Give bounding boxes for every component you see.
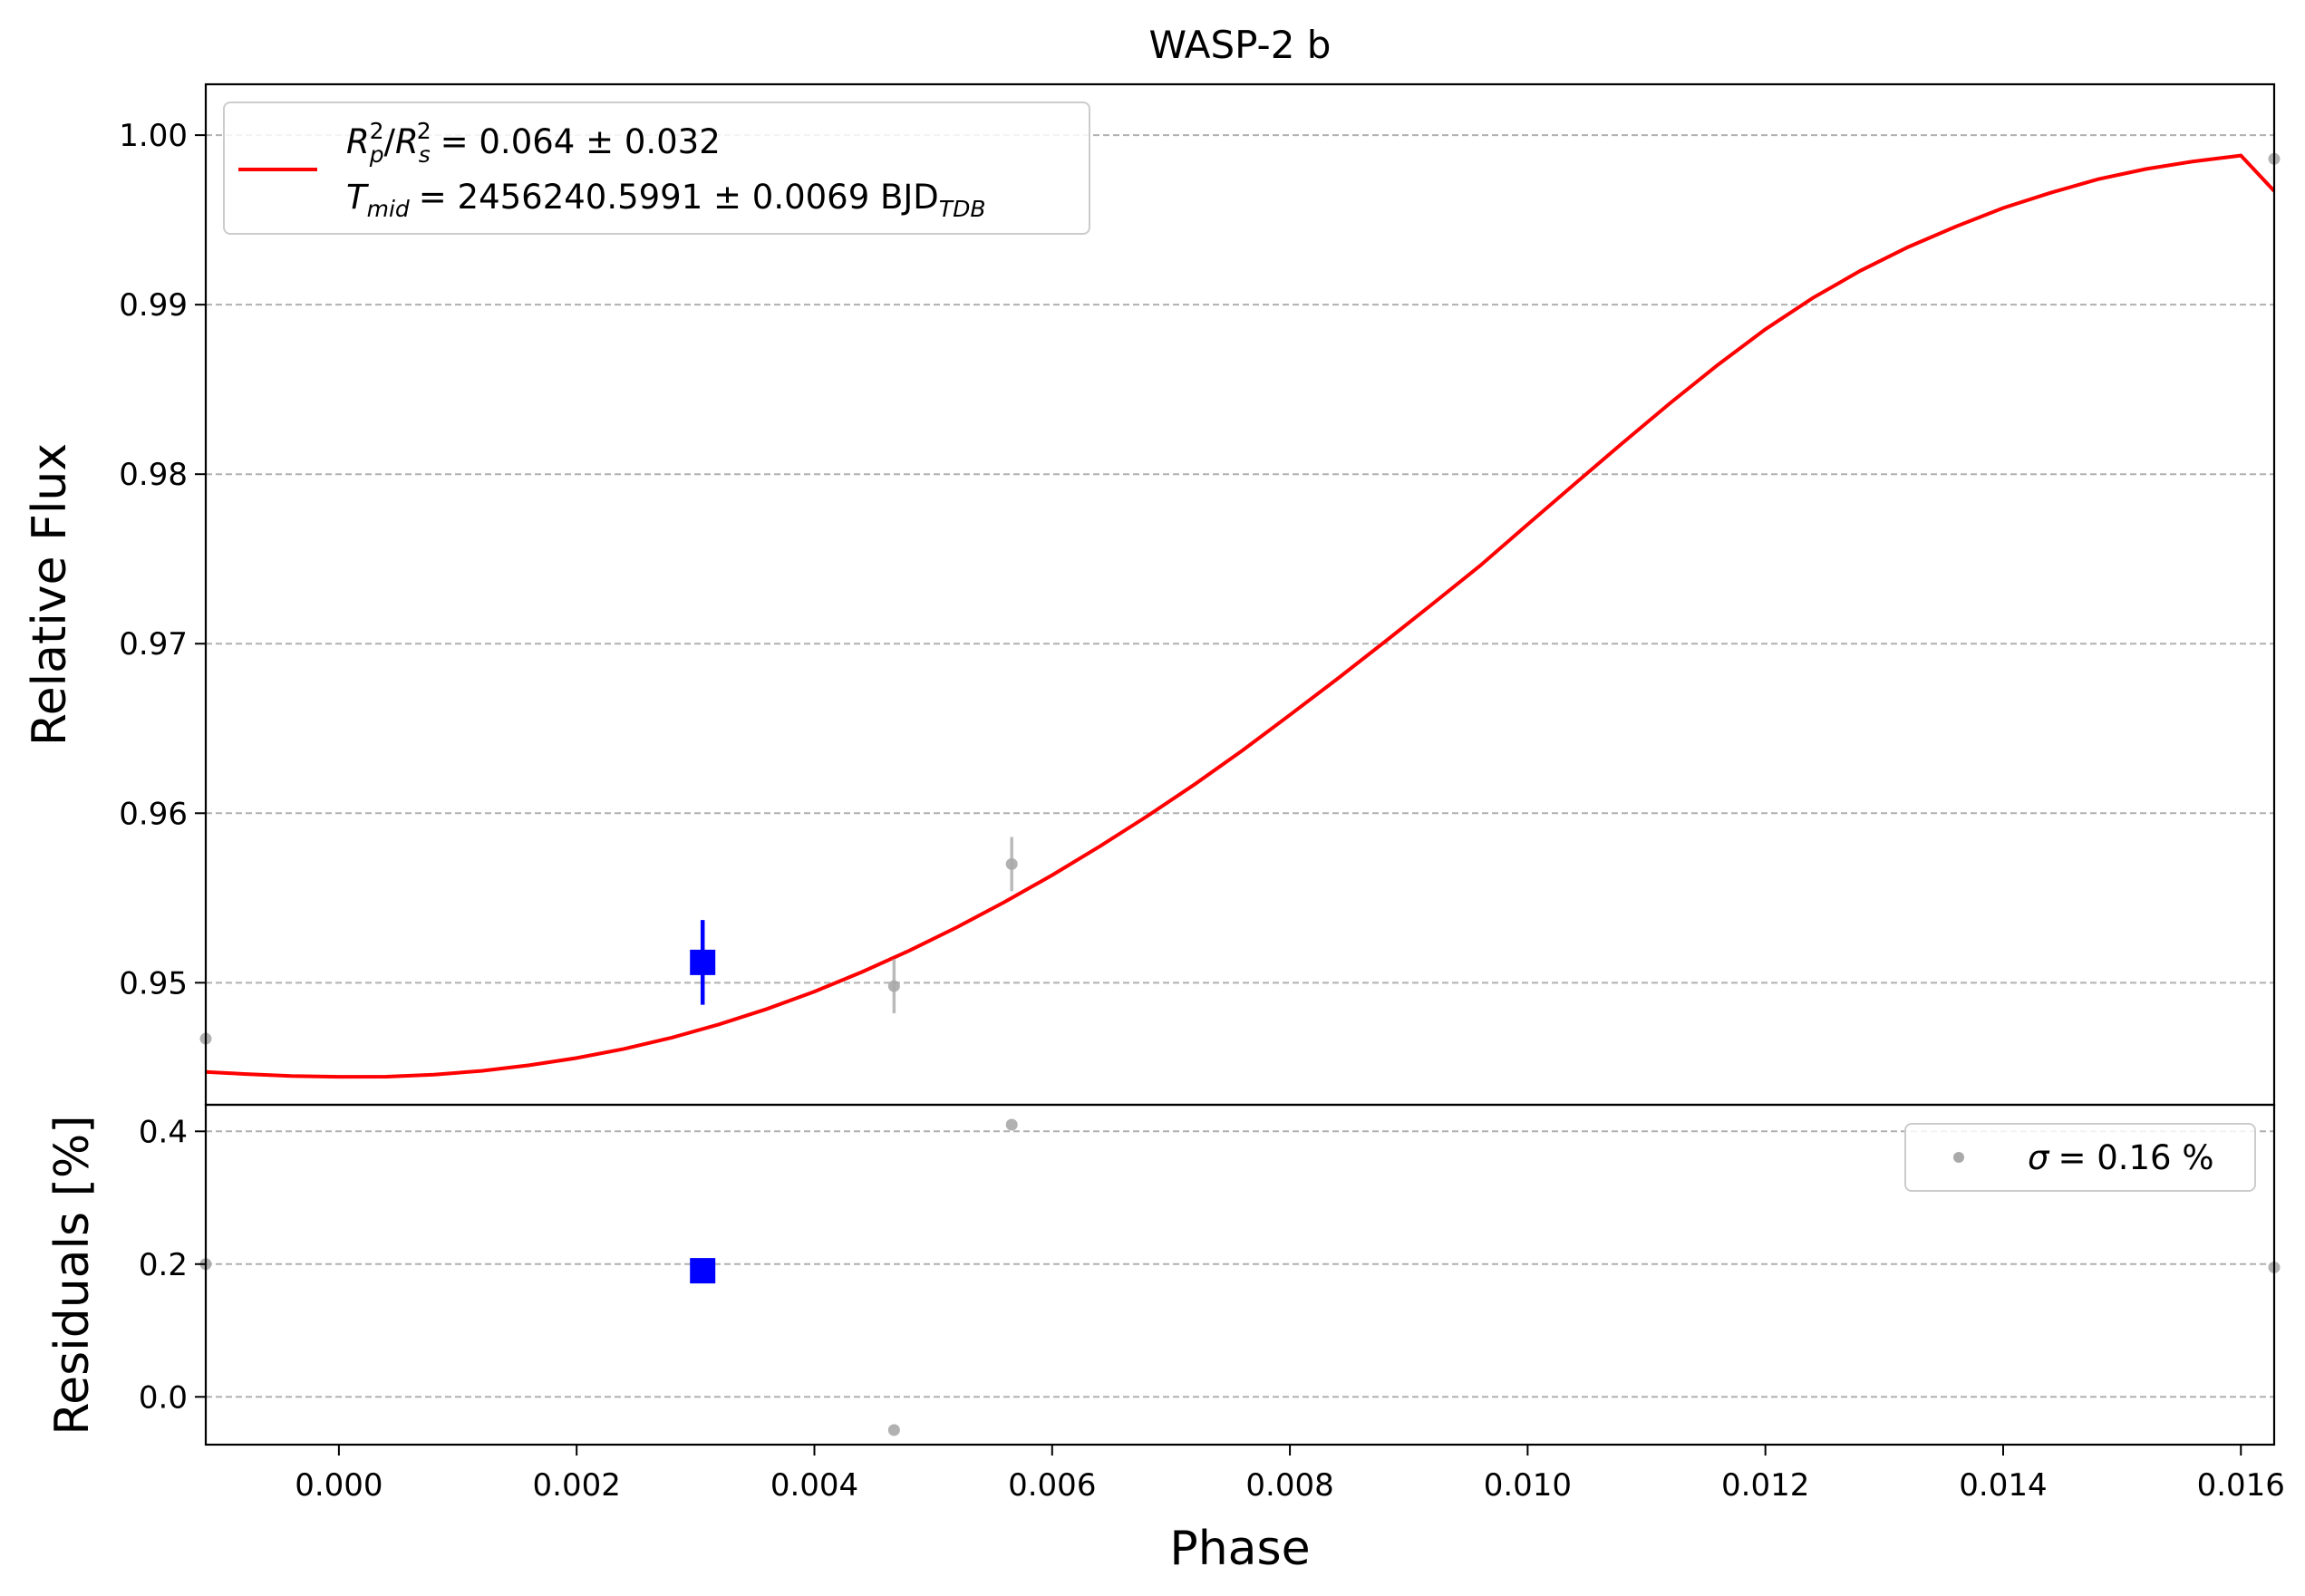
residual-raw-point	[1005, 1118, 1018, 1131]
flux-y-ticks: 0.95 0.96 0.97 0.98 0.99 1.00	[119, 118, 206, 1001]
residual-y-tick-label: 0.2	[139, 1247, 188, 1283]
legend-sigma-value: = 0.16 %	[2058, 1138, 2213, 1177]
chart-title: WASP-2 b	[1149, 23, 1332, 67]
flux-y-tick-label: 0.98	[119, 457, 188, 493]
x-tick-label: 0.016	[2197, 1467, 2285, 1504]
residual-legend: σ = 0.16 %	[1904, 1123, 2256, 1192]
x-axis-title: Phase	[1169, 1522, 1310, 1576]
flux-panel: 0.95 0.96 0.97 0.98 0.99 1.00 Relative Flux R…	[23, 82, 2281, 1107]
x-tick-label: 0.004	[770, 1467, 858, 1504]
flux-gridlines	[206, 134, 2274, 984]
legend-tmid-value: = 2456240.5991 ± 0.0069 BJD	[419, 178, 939, 217]
legend-slash: /	[384, 122, 396, 161]
flux-plot-frame	[204, 82, 2276, 1107]
x-tick-label: 0.006	[1008, 1467, 1096, 1504]
flux-y-tick-label: 0.96	[119, 796, 188, 832]
legend-rs-sup: 2	[417, 118, 431, 144]
legend-radius-ratio-entry: Rp2/Rs2 = 0.064 ± 0.032	[346, 118, 721, 168]
residual-binned-point	[690, 1258, 716, 1284]
legend-rs-symbol: R	[395, 122, 419, 161]
legend-rs-sub: s	[419, 141, 431, 168]
phase-x-ticks: 0.000 0.002 0.004 0.006 0.008 0.010 0.012 0.014…	[295, 1445, 2285, 1504]
residual-y-axis-title: Residuals [%]	[45, 1115, 100, 1435]
x-tick-label: 0.014	[1959, 1467, 2047, 1504]
legend-tmid-symbol: T	[346, 178, 369, 217]
residual-y-tick-label: 0.0	[139, 1379, 188, 1416]
flux-y-tick-label: 0.99	[119, 287, 188, 324]
legend-tmid-entry: Tmid = 2456240.5991 ± 0.0069 BJDTDB	[346, 178, 985, 222]
flux-y-axis-title: Relative Flux	[23, 443, 77, 746]
residual-y-ticks: 0.0 0.2 0.4	[139, 1114, 206, 1416]
flux-y-tick-label: 1.00	[119, 118, 188, 154]
flux-raw-point	[1005, 857, 1018, 870]
residuals-panel: 0.0 0.2 0.4 0.000 0.002 0.004 0.006 0.008 0.010…	[45, 1103, 2285, 1576]
flux-binned-point	[690, 949, 716, 975]
flux-legend-box	[223, 102, 1090, 235]
flux-y-tick-label: 0.97	[119, 626, 188, 663]
x-tick-label: 0.008	[1245, 1467, 1333, 1504]
flux-raw-point	[887, 980, 900, 992]
residual-plot-frame	[204, 1103, 2276, 1446]
legend-rp-sup: 2	[370, 118, 384, 144]
model-curve-line	[205, 153, 2276, 1079]
residual-gridlines	[206, 1130, 2274, 1398]
legend-residual-marker-swatch	[1953, 1152, 1964, 1163]
flux-legend: Rp2/Rs2 = 0.064 ± 0.032 Tmid = 2456240.599…	[223, 102, 1090, 235]
legend-rp-rs-value: = 0.064 ± 0.032	[441, 122, 721, 161]
legend-tmid-sub: mid	[367, 196, 410, 222]
residual-y-tick-label: 0.4	[139, 1114, 188, 1150]
flux-y-tick-label: 0.95	[119, 965, 188, 1001]
legend-sigma-symbol: σ	[2028, 1138, 2050, 1177]
residual-raw-point	[887, 1424, 900, 1436]
residual-legend-box	[1904, 1123, 2256, 1192]
legend-rp-sub: p	[369, 141, 384, 168]
legend-sigma-entry: σ = 0.16 %	[2028, 1138, 2214, 1177]
legend-rp-symbol: R	[346, 122, 370, 161]
x-tick-label: 0.012	[1721, 1467, 1809, 1504]
transit-model-curve	[205, 153, 2276, 1079]
x-tick-label: 0.010	[1484, 1467, 1572, 1504]
x-tick-label: 0.002	[533, 1467, 621, 1504]
x-tick-label: 0.000	[295, 1467, 383, 1504]
legend-tmid-unit-sub: TDB	[939, 196, 986, 222]
flux-data-points	[199, 152, 2281, 1045]
